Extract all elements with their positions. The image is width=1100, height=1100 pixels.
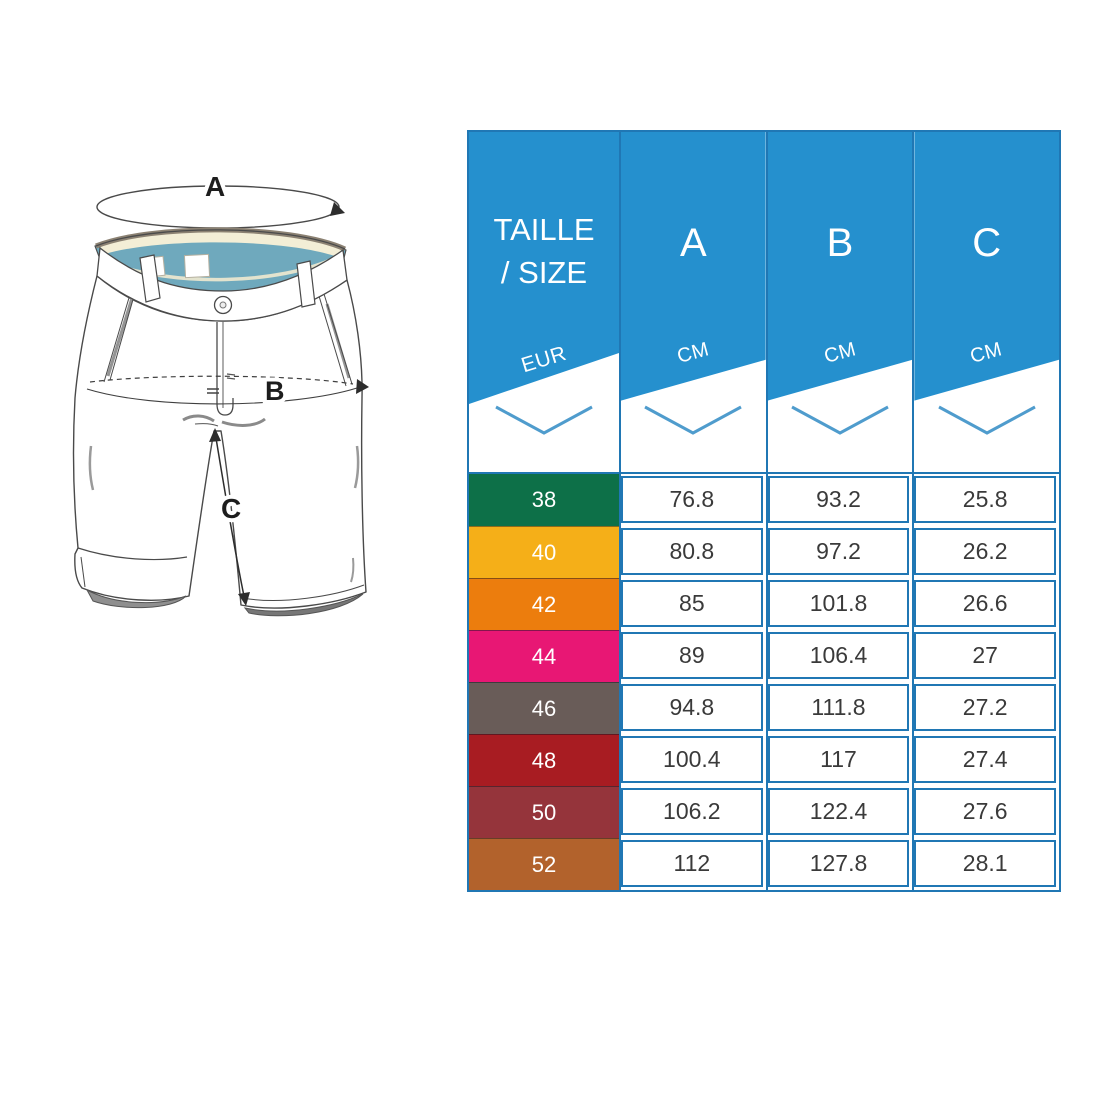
size-badge: 44 xyxy=(469,630,619,682)
measurement-cell: 26.6 xyxy=(912,578,1060,630)
measure-label-b: B xyxy=(265,376,285,406)
arrowhead-icon xyxy=(209,428,221,442)
table-row: 50 106.2 122.4 27.6 xyxy=(469,786,1060,838)
size-badge: 42 xyxy=(469,578,619,630)
measure-label-c: C xyxy=(221,493,241,524)
cell-value: 106.2 xyxy=(621,788,763,835)
measurement-cell: 106.4 xyxy=(765,630,913,682)
table-row: 44 89 106.4 27 xyxy=(469,630,1060,682)
column-title: C xyxy=(972,221,1002,265)
measurement-cell: 89 xyxy=(619,630,766,682)
cell-value: 25.8 xyxy=(914,476,1057,523)
cell-value: 80.8 xyxy=(621,528,763,575)
measurement-cell: 101.8 xyxy=(765,578,913,630)
table-row: 40 80.8 97.2 26.2 xyxy=(469,526,1060,578)
hip-measure-arrow-b: B xyxy=(86,372,369,410)
size-table: TAILLE / SIZE EUR A CM B CM xyxy=(467,130,1061,892)
cell-value: 97.2 xyxy=(767,528,910,575)
size-badge: 50 xyxy=(469,786,619,838)
column-title: A xyxy=(679,221,707,265)
cell-value: 101.8 xyxy=(767,580,910,627)
cell-value: 111.8 xyxy=(767,684,910,731)
measure-label-a: A xyxy=(205,171,225,202)
column-header-size: TAILLE / SIZE EUR xyxy=(469,132,621,472)
header-panel xyxy=(621,132,766,401)
cell-value: 93.2 xyxy=(767,476,910,523)
arrowhead-icon xyxy=(356,379,369,394)
measurement-cell: 122.4 xyxy=(765,786,913,838)
column-title: TAILLE / SIZE xyxy=(493,212,595,291)
column-header-c: C CM xyxy=(914,132,1060,472)
header-panel xyxy=(914,132,1060,401)
cell-value: 28.1 xyxy=(914,840,1057,887)
table-row: 42 85 101.8 26.6 xyxy=(469,578,1060,630)
cell-value: 100.4 xyxy=(621,736,763,783)
measurement-cell: 27.4 xyxy=(912,734,1060,786)
measurement-cell: 112 xyxy=(619,838,766,890)
table-row: 38 76.8 93.2 25.8 xyxy=(469,474,1060,526)
chevron-down-icon[interactable] xyxy=(492,404,596,438)
size-badge: 38 xyxy=(469,474,619,526)
measurement-cell: 111.8 xyxy=(765,682,913,734)
header-panel xyxy=(767,132,913,401)
cell-value: 112 xyxy=(621,840,763,887)
header-panel xyxy=(469,132,619,404)
measurement-cell: 27 xyxy=(912,630,1060,682)
cell-value: 89 xyxy=(621,632,763,679)
measurement-cell: 25.8 xyxy=(912,474,1060,526)
arrowhead-icon xyxy=(238,592,250,606)
cell-value: 106.4 xyxy=(767,632,910,679)
column-title: B xyxy=(826,221,854,265)
table-row: 46 94.8 111.8 27.2 xyxy=(469,682,1060,734)
chevron-down-icon[interactable] xyxy=(788,404,892,438)
size-badge: 48 xyxy=(469,734,619,786)
shorts-outline xyxy=(72,227,367,617)
measurement-cell: 94.8 xyxy=(619,682,766,734)
shorts-diagram: A xyxy=(72,167,369,617)
table-header: TAILLE / SIZE EUR A CM B CM xyxy=(469,132,1060,472)
size-badge: 46 xyxy=(469,682,619,734)
cell-value: 122.4 xyxy=(767,788,910,835)
measurement-cell: 127.8 xyxy=(765,838,913,890)
waist-measure-arrow-a: A xyxy=(96,167,345,229)
cell-value: 117 xyxy=(767,736,910,783)
measurement-cell: 106.2 xyxy=(619,786,766,838)
table-row: 52 112 127.8 28.1 xyxy=(469,838,1060,890)
chevron-down-icon[interactable] xyxy=(935,404,1039,438)
cell-value: 26.2 xyxy=(914,528,1057,575)
cell-value: 27.2 xyxy=(914,684,1057,731)
inseam-measure-arrow-c: C xyxy=(209,428,250,606)
cell-value: 94.8 xyxy=(621,684,763,731)
table-body: 38 76.8 93.2 25.8 40 80.8 97.2 26.2 42 8… xyxy=(469,472,1060,890)
cell-value: 27 xyxy=(914,632,1057,679)
cell-value: 27.4 xyxy=(914,736,1057,783)
measurement-cell: 76.8 xyxy=(619,474,766,526)
arrowhead-icon xyxy=(330,202,345,216)
size-badge: 52 xyxy=(469,838,619,890)
cell-value: 76.8 xyxy=(621,476,763,523)
measurement-cell: 97.2 xyxy=(765,526,913,578)
measurement-cell: 26.2 xyxy=(912,526,1060,578)
measurement-cell: 100.4 xyxy=(619,734,766,786)
table-row: 48 100.4 117 27.4 xyxy=(469,734,1060,786)
measurement-cell: 27.6 xyxy=(912,786,1060,838)
column-header-b: B CM xyxy=(767,132,915,472)
column-header-a: A CM xyxy=(621,132,768,472)
measurement-cell: 80.8 xyxy=(619,526,766,578)
size-badge: 40 xyxy=(469,526,619,578)
cell-value: 127.8 xyxy=(767,840,910,887)
measurement-cell: 93.2 xyxy=(765,474,913,526)
cell-value: 85 xyxy=(621,580,763,627)
measurement-cell: 117 xyxy=(765,734,913,786)
chevron-down-icon[interactable] xyxy=(641,404,745,438)
measurement-cell: 28.1 xyxy=(912,838,1060,890)
cell-value: 26.6 xyxy=(914,580,1057,627)
measurement-cell: 85 xyxy=(619,578,766,630)
measurement-cell: 27.2 xyxy=(912,682,1060,734)
cell-value: 27.6 xyxy=(914,788,1057,835)
